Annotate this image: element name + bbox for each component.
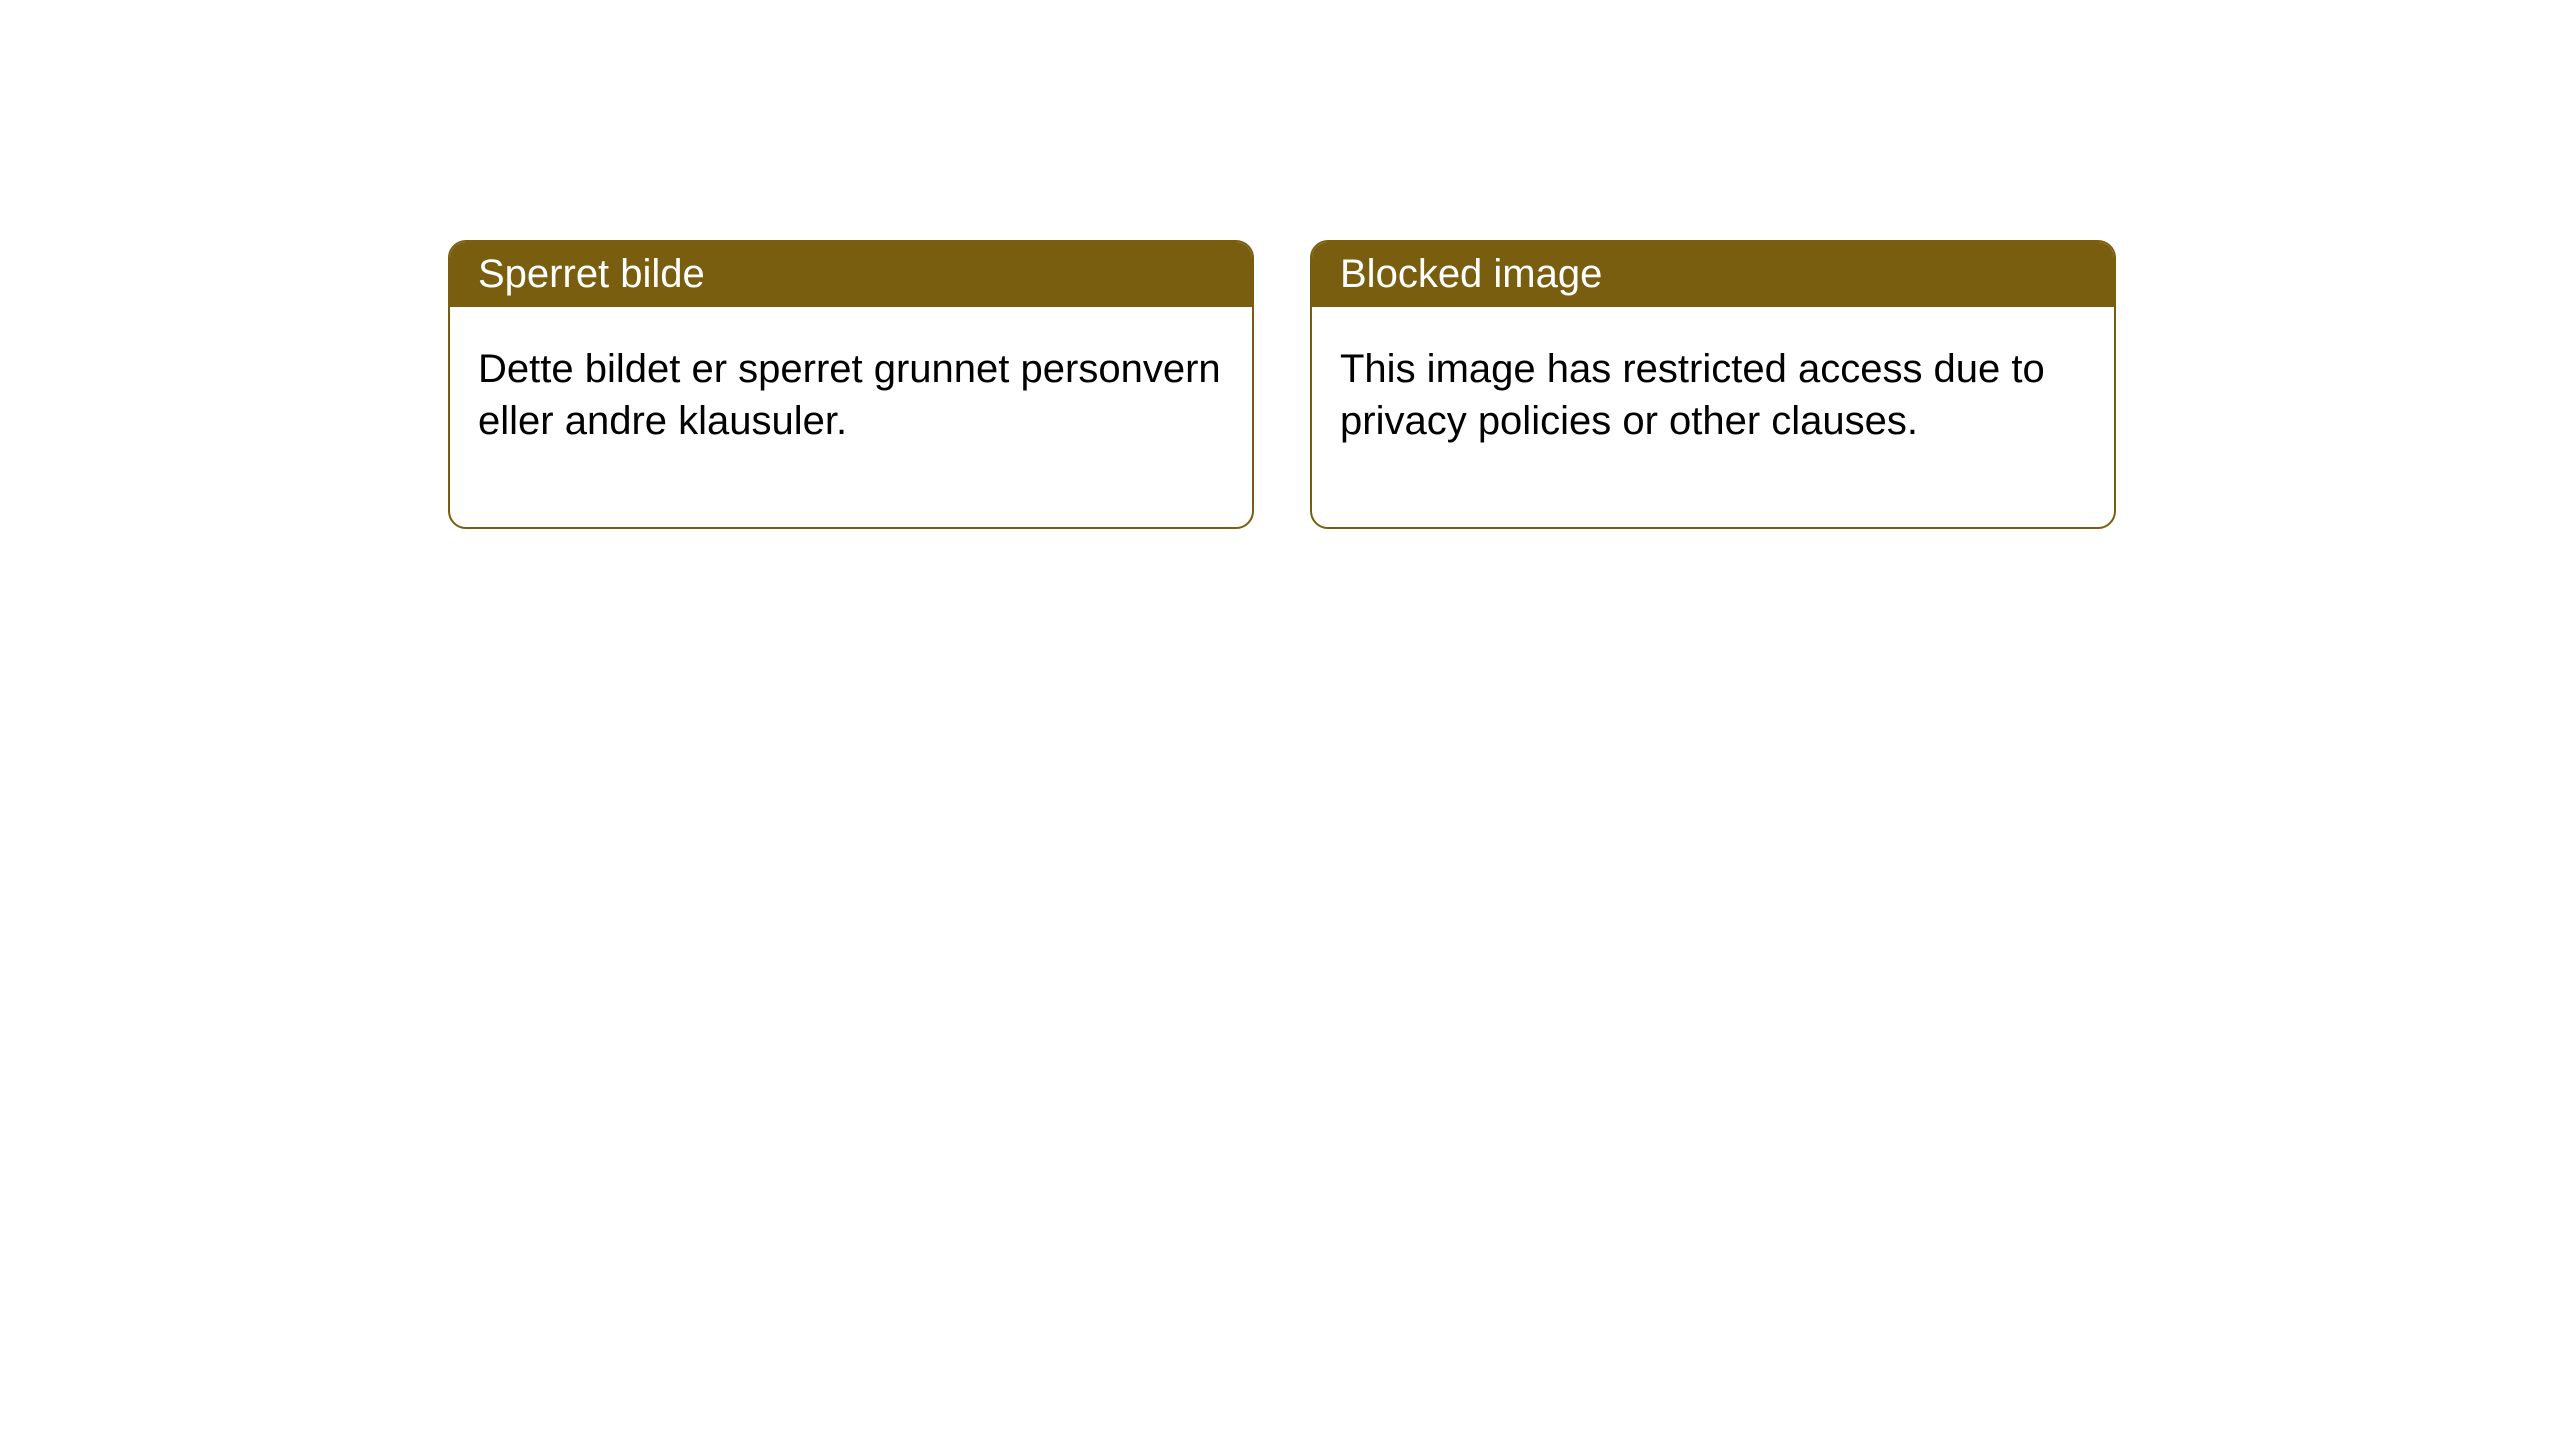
notice-card-norwegian: Sperret bilde Dette bildet er sperret gr… [448,240,1254,529]
notice-body: This image has restricted access due to … [1312,307,2114,527]
notice-body: Dette bildet er sperret grunnet personve… [450,307,1252,527]
notice-card-english: Blocked image This image has restricted … [1310,240,2116,529]
notice-header: Blocked image [1312,242,2114,307]
notice-header: Sperret bilde [450,242,1252,307]
notice-container: Sperret bilde Dette bildet er sperret gr… [448,240,2116,529]
